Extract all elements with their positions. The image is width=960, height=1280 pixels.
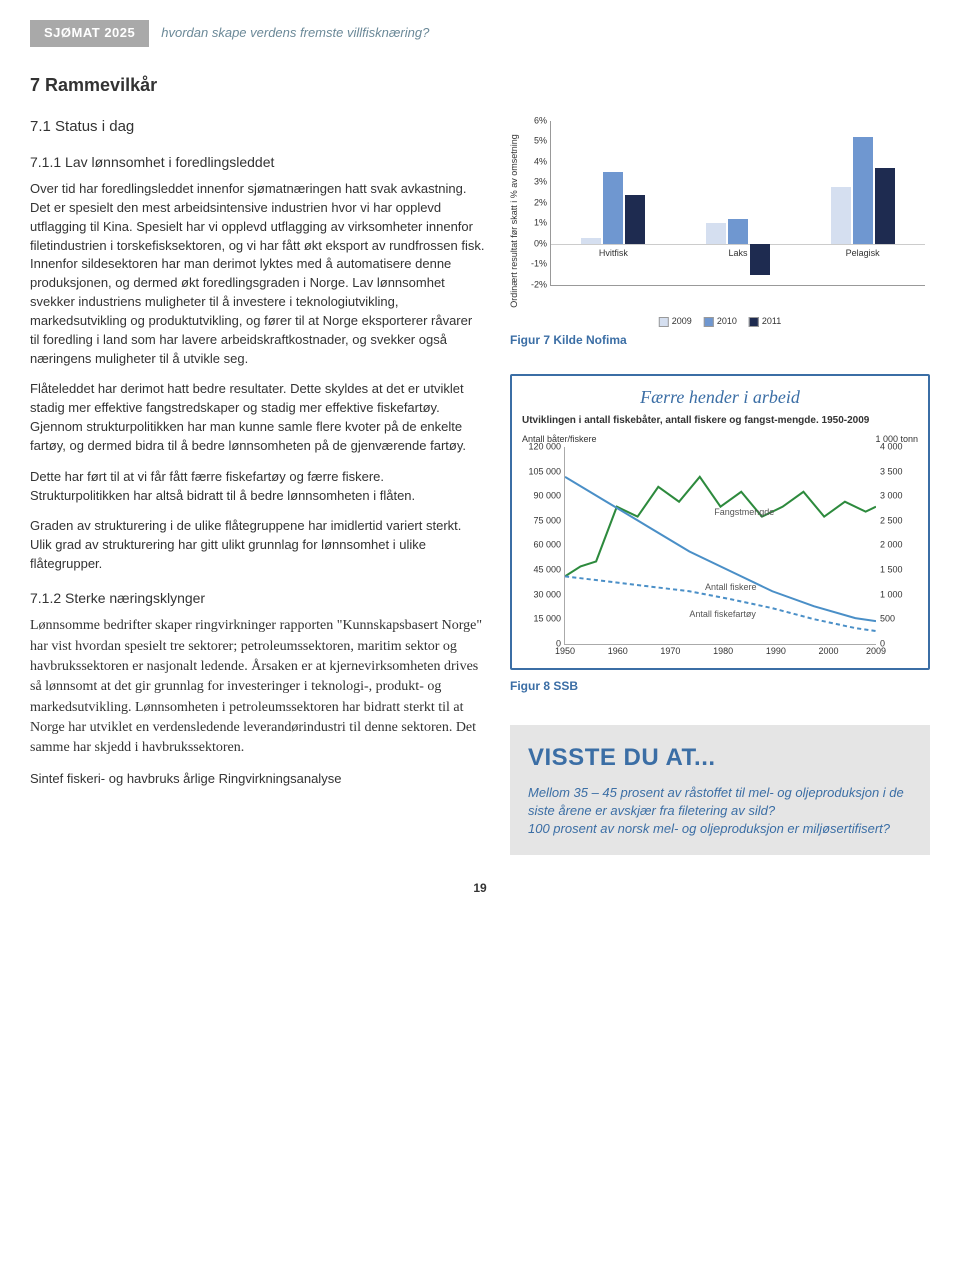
subsection-title-2: Sterke næringsklynger [65,590,205,606]
chart2-ytick-left: 90 000 [525,490,561,503]
chart1-bar [603,172,623,244]
chart1-ytick: 2% [523,196,547,209]
chart1-ytick: 0% [523,237,547,250]
callout-box: VISSTE DU AT... Mellom 35 – 45 prosent a… [510,725,930,854]
chart1-bar [581,238,601,244]
chart1-bar [750,244,770,275]
chart1-ytick: -1% [523,258,547,271]
chart1-legend: 2009 2010 2011 [659,315,781,328]
page-number: 19 [30,880,930,897]
section-number: 7.1 [30,118,51,135]
subsection-number: 7.1.1 [30,154,61,170]
callout-line-2: 100 prosent av norsk mel- og oljeproduks… [528,820,912,838]
chapter-heading: 7 Rammevilkår [30,72,930,98]
chart2-title: Færre hender i arbeid [522,384,918,410]
chart1-bar [831,187,851,244]
chart2-ytick-right: 1 000 [880,588,916,601]
chart1-ytick: 3% [523,176,547,189]
figure-8-caption: Figur 8 SSB [510,678,930,695]
chart1-legend-item: 2010 [704,315,737,328]
chart1-legend-item: 2011 [749,315,781,328]
chart2-ytick-right: 2 500 [880,514,916,527]
subsection-number-2: 7.1.2 [30,590,61,606]
chart2-ytick-left: 60 000 [525,539,561,552]
chart1-category-label: Pelagisk [846,247,880,260]
chart2-ytick-right: 3 500 [880,465,916,478]
paragraph-3: Dette har ført til at vi får fått færre … [30,468,485,506]
paragraph-4: Graden av strukturering i de ulike flåte… [30,517,485,574]
header-subtitle: hvordan skape verdens fremste villfisknæ… [161,20,429,47]
chart2-ytick-right: 4 000 [880,440,916,453]
subsection-title: Lav lønnsomhet i foredlingsleddet [65,154,274,170]
chart2-annot-fangst: Fangstmengde [714,506,774,519]
chart1-group: Pelagisk [807,121,919,285]
chart1-y-axis-label: Ordinært resultat før skatt i % av omset… [508,134,521,308]
section-title: Status i dag [55,118,134,135]
chart-profitability-bar: Ordinært resultat før skatt i % av omset… [510,116,930,326]
chart1-ytick: 4% [523,155,547,168]
callout-line-1: Mellom 35 – 45 prosent av råstoffet til … [528,784,912,820]
chart2-xtick: 1950 [555,645,575,658]
chart2-ytick-left: 15 000 [525,613,561,626]
chart1-group: Laks [682,121,794,285]
chart1-ytick: 5% [523,135,547,148]
figure-7-caption: Figur 7 Kilde Nofima [510,332,930,349]
paragraph-6: Sintef fiskeri- og havbruks årlige Ringv… [30,770,485,789]
chart2-ytick-left: 105 000 [525,465,561,478]
page-header: SJØMAT 2025 hvordan skape verdens fremst… [30,20,930,47]
chart2-line-fiskere [565,477,876,621]
chart2-ytick-right: 3 000 [880,490,916,503]
chart2-xtick: 1990 [766,645,786,658]
paragraph-1: Over tid har foredlingsleddet innenfor s… [30,180,485,368]
chart1-group: Hvitfisk [557,121,669,285]
chart1-ytick: 1% [523,217,547,230]
chart1-bar [706,223,726,244]
left-column: 7.1 Status i dag 7.1.1 Lav lønnsomhet i … [30,116,485,855]
chart2-xtick: 1960 [608,645,628,658]
chapter-number: 7 [30,75,40,95]
chart2-ytick-left: 45 000 [525,564,561,577]
chart2-ytick-right: 500 [880,613,916,626]
chart1-bar [728,219,748,244]
subsection-heading-2: 7.1.2 Sterke næringsklynger [30,588,485,608]
chart2-xtick: 1980 [713,645,733,658]
chart2-xtick: 1970 [660,645,680,658]
right-column: Ordinært resultat før skatt i % av omset… [510,116,930,855]
chart1-category-label: Laks [728,247,747,260]
chart1-bar [625,195,645,244]
chart2-xtick: 2000 [819,645,839,658]
chart1-plot-area: 6% 5% 4% 3% 2% 1% 0% -1% -2% HvitfiskLak… [550,121,925,286]
paragraph-5: Lønnsomme bedrifter skaper ringvirkninge… [30,616,485,758]
chart1-ytick: 6% [523,114,547,127]
section-heading: 7.1 Status i dag [30,116,485,138]
chart2-plot-wrap: Antall båter/fiskere 1 000 tonn 120 0001… [522,433,918,663]
chart-fishermen-box: Færre hender i arbeid Utviklingen i anta… [510,374,930,670]
chart2-ytick-left: 30 000 [525,588,561,601]
chart1-bar [875,168,895,244]
chart2-annot-fiskere: Antall fiskere [705,581,757,594]
chart2-ytick-left: 120 000 [525,440,561,453]
chart2-ytick-right: 1 500 [880,564,916,577]
chart2-plot-area: 120 000105 00090 00075 00060 00045 00030… [564,447,876,645]
chapter-title: Rammevilkår [45,75,157,95]
chart2-xtick: 2009 [866,645,886,658]
subsection-heading-1: 7.1.1 Lav lønnsomhet i foredlingsleddet [30,152,485,172]
chart2-ytick-left: 75 000 [525,514,561,527]
header-tag: SJØMAT 2025 [30,20,149,47]
chart1-category-label: Hvitfisk [599,247,628,260]
paragraph-2: Flåteleddet har derimot hatt bedre resul… [30,380,485,455]
chart2-ytick-right: 2 000 [880,539,916,552]
chart2-annot-fartoy: Antall fiskefartøy [689,608,756,621]
chart1-bar [853,137,873,244]
chart2-line-fangst [565,477,876,576]
callout-heading: VISSTE DU AT... [528,741,912,776]
chart2-subtitle: Utviklingen i antall fiskebåter, antall … [522,414,918,429]
chart1-legend-item: 2009 [659,315,692,328]
chart1-ytick: -2% [523,278,547,291]
